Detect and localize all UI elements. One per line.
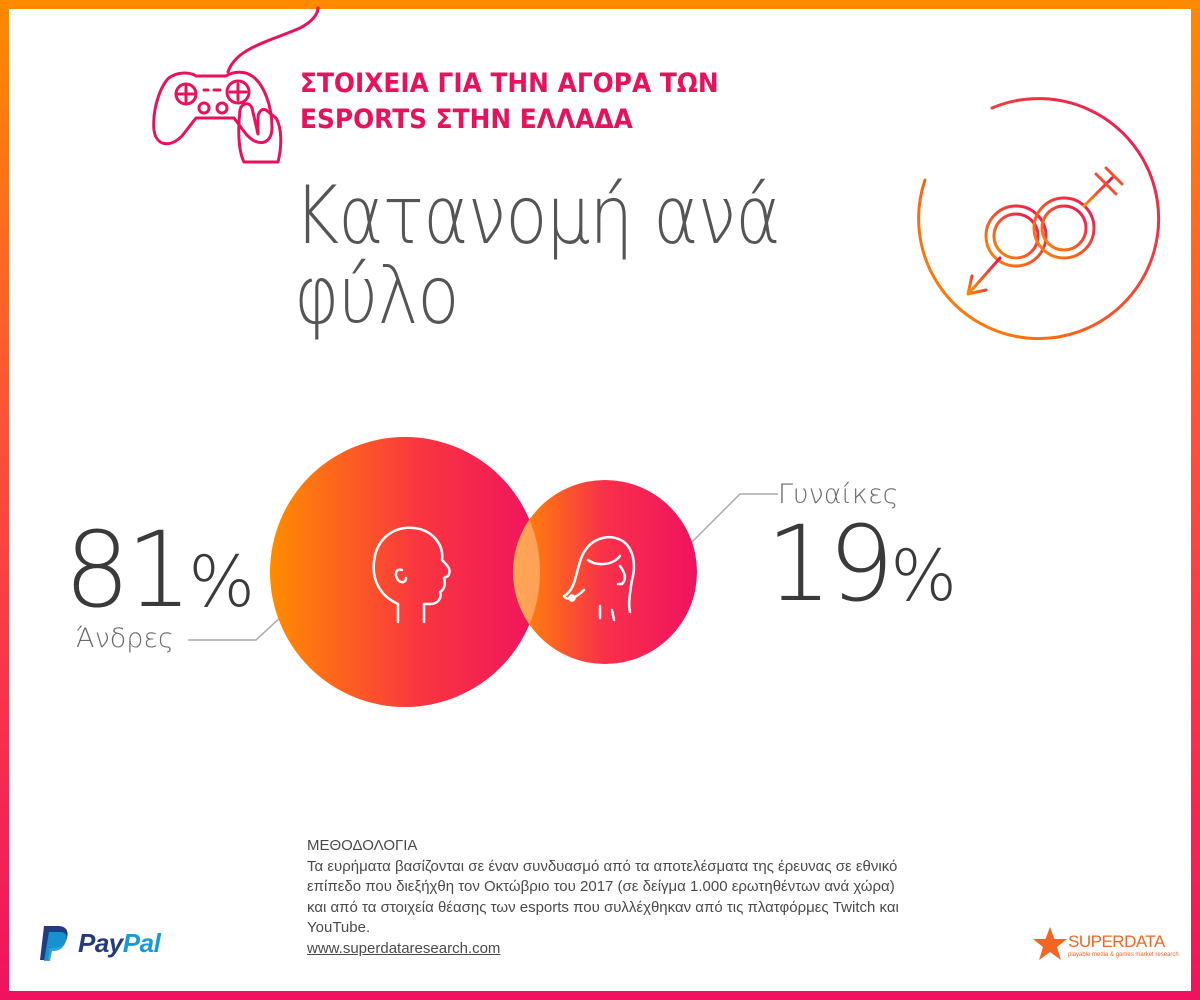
paypal-wordmark: PayPal: [78, 927, 161, 959]
methodology-note: ΜΕΘΟΔΟΛΟΓΙΑ Τα ευρήματα βασίζονται σε έν…: [307, 836, 917, 959]
superdata-name: SUPERDATA: [1068, 932, 1165, 951]
paypal-pay: Pay: [78, 927, 123, 958]
header-title: ΣΤΟΙΧΕΙΑ ΓΙΑ ΤΗΝ ΑΓΟΡΑ ΤΩΝ ESPORTS ΣΤΗΝ …: [300, 66, 719, 138]
star-icon: [1033, 927, 1067, 960]
chart-title: Κατανομή ανά φύλο: [294, 169, 781, 342]
chart-title-line1: Κατανομή ανά: [294, 169, 781, 262]
man-head-icon: [372, 526, 451, 624]
superdata-tagline: playable media & games market research: [1068, 952, 1179, 958]
men-circle: [270, 437, 540, 707]
women-unit: %: [890, 535, 957, 617]
gender-symbols-icon: [917, 97, 1161, 341]
paypal-logo: PayPal: [38, 922, 161, 964]
methodology-heading: ΜΕΘΟΔΟΛΟΓΙΑ: [307, 837, 418, 854]
methodology-body: Τα ευρήματα βασίζονται σε έναν συνδυασμό…: [307, 857, 899, 937]
methodology-link[interactable]: www.superdataresearch.com: [307, 939, 501, 957]
women-label: Γυναίκες: [778, 479, 899, 510]
header-title-line2: ESPORTS ΣΤΗΝ ΕΛΛΑΔΑ: [300, 104, 633, 135]
men-unit: %: [188, 541, 255, 623]
paypal-p-icon: [40, 926, 68, 961]
superdata-logo: SUPERDATA playable media & games market …: [1032, 924, 1179, 964]
gamepad-hand-icon: [152, 6, 320, 164]
men-percentage: 81%: [64, 518, 255, 634]
paypal-pal: Pal: [122, 927, 161, 958]
men-label: Άνδρες: [76, 623, 174, 654]
women-percentage: 19%: [766, 512, 957, 628]
woman-head-icon: [562, 536, 636, 622]
women-value: 19: [766, 503, 894, 625]
header-title-line1: ΣΤΟΙΧΕΙΑ ΓΙΑ ΤΗΝ ΑΓΟΡΑ ΤΩΝ: [300, 68, 719, 99]
chart-title-line2: φύλο: [294, 249, 459, 342]
women-circle: [513, 480, 697, 664]
men-value: 81: [64, 509, 192, 631]
